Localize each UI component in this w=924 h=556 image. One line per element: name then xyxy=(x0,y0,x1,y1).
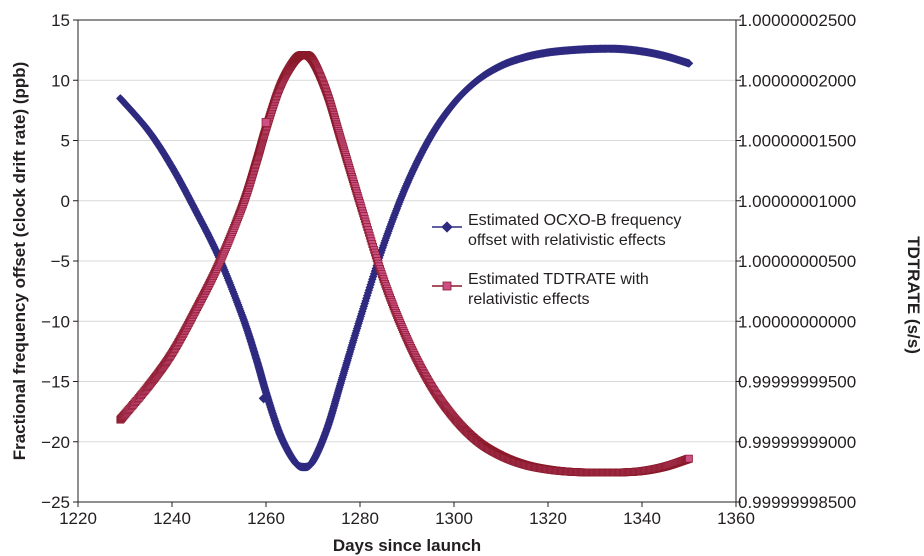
outlier-point xyxy=(261,118,271,127)
y-tick-label: 5 xyxy=(61,132,70,151)
y-tick-label: −20 xyxy=(41,433,70,452)
x-tick-label: 1220 xyxy=(59,509,97,528)
y2-tick-label: 1.00000002500 xyxy=(738,11,856,30)
series-layer xyxy=(116,44,694,477)
y2-tick-label: 1.00000000500 xyxy=(738,252,856,271)
y2-tick-label: 0.99999999000 xyxy=(738,433,856,452)
y2-tick-label: 0.99999999500 xyxy=(738,373,856,392)
series-markers xyxy=(116,44,694,472)
legend-tdtrate-square-marker xyxy=(442,281,452,291)
grid-lines xyxy=(78,19,736,503)
y-tick-label: 10 xyxy=(51,71,70,90)
y-tick-label: −15 xyxy=(41,373,70,392)
x-tick-label: 1340 xyxy=(623,509,661,528)
y2-tick-label: 1.00000001000 xyxy=(738,192,856,211)
y-tick-label: −5 xyxy=(51,252,70,271)
x-tick-label: 1300 xyxy=(435,509,473,528)
series-ocxo-b-frequency-offset xyxy=(116,44,694,472)
legend-ocxo-label-line1: Estimated OCXO-B frequency xyxy=(468,212,681,229)
legend-ocxo-label-line2: offset with relativistic effects xyxy=(468,232,666,249)
y-tick-label: −10 xyxy=(41,312,70,331)
outlier-point xyxy=(258,393,269,404)
y2-tick-label: 1.00000000000 xyxy=(738,312,856,331)
y-tick-label: 0 xyxy=(61,192,70,211)
y-tick-label: 15 xyxy=(51,11,70,30)
series-line xyxy=(119,47,690,469)
x-tick-label: 1260 xyxy=(247,509,285,528)
y2-tick-label: 0.99999998500 xyxy=(738,493,856,512)
y2-axis-title: TDTRATE (s/s) xyxy=(904,236,923,354)
legend: Estimated OCXO-B frequency offset with r… xyxy=(432,212,681,308)
series-markers xyxy=(116,51,693,477)
y2-tick-label: 1.00000002000 xyxy=(738,71,856,90)
legend-ocxo-diamond-marker xyxy=(441,221,453,233)
series-tdtrate xyxy=(116,51,693,477)
legend-entry-ocxo: Estimated OCXO-B frequency offset with r… xyxy=(432,212,681,249)
legend-tdtrate-label-line2: relativistic effects xyxy=(468,291,590,308)
legend-tdtrate-label-line1: Estimated TDTRATE with xyxy=(468,271,649,288)
axes: −25 −20 −15 −10 −5 0 5 10 15 0.99999998500 0.99999… xyxy=(41,11,856,528)
y-tick-label: −25 xyxy=(41,493,70,512)
y2-tick-label: 1.00000001500 xyxy=(738,132,856,151)
x-axis-title: Days since launch xyxy=(333,536,481,555)
y-axis-title: Fractional frequency offset (clock drift… xyxy=(10,62,29,461)
x-tick-label: 1240 xyxy=(153,509,191,528)
x-tick-label: 1320 xyxy=(529,509,567,528)
legend-entry-tdtrate: Estimated TDTRATE with relativistic effe… xyxy=(432,271,649,308)
data-point xyxy=(685,454,693,463)
x-tick-label: 1280 xyxy=(341,509,379,528)
series-line xyxy=(119,53,690,474)
x-tick-label: 1360 xyxy=(717,509,755,528)
